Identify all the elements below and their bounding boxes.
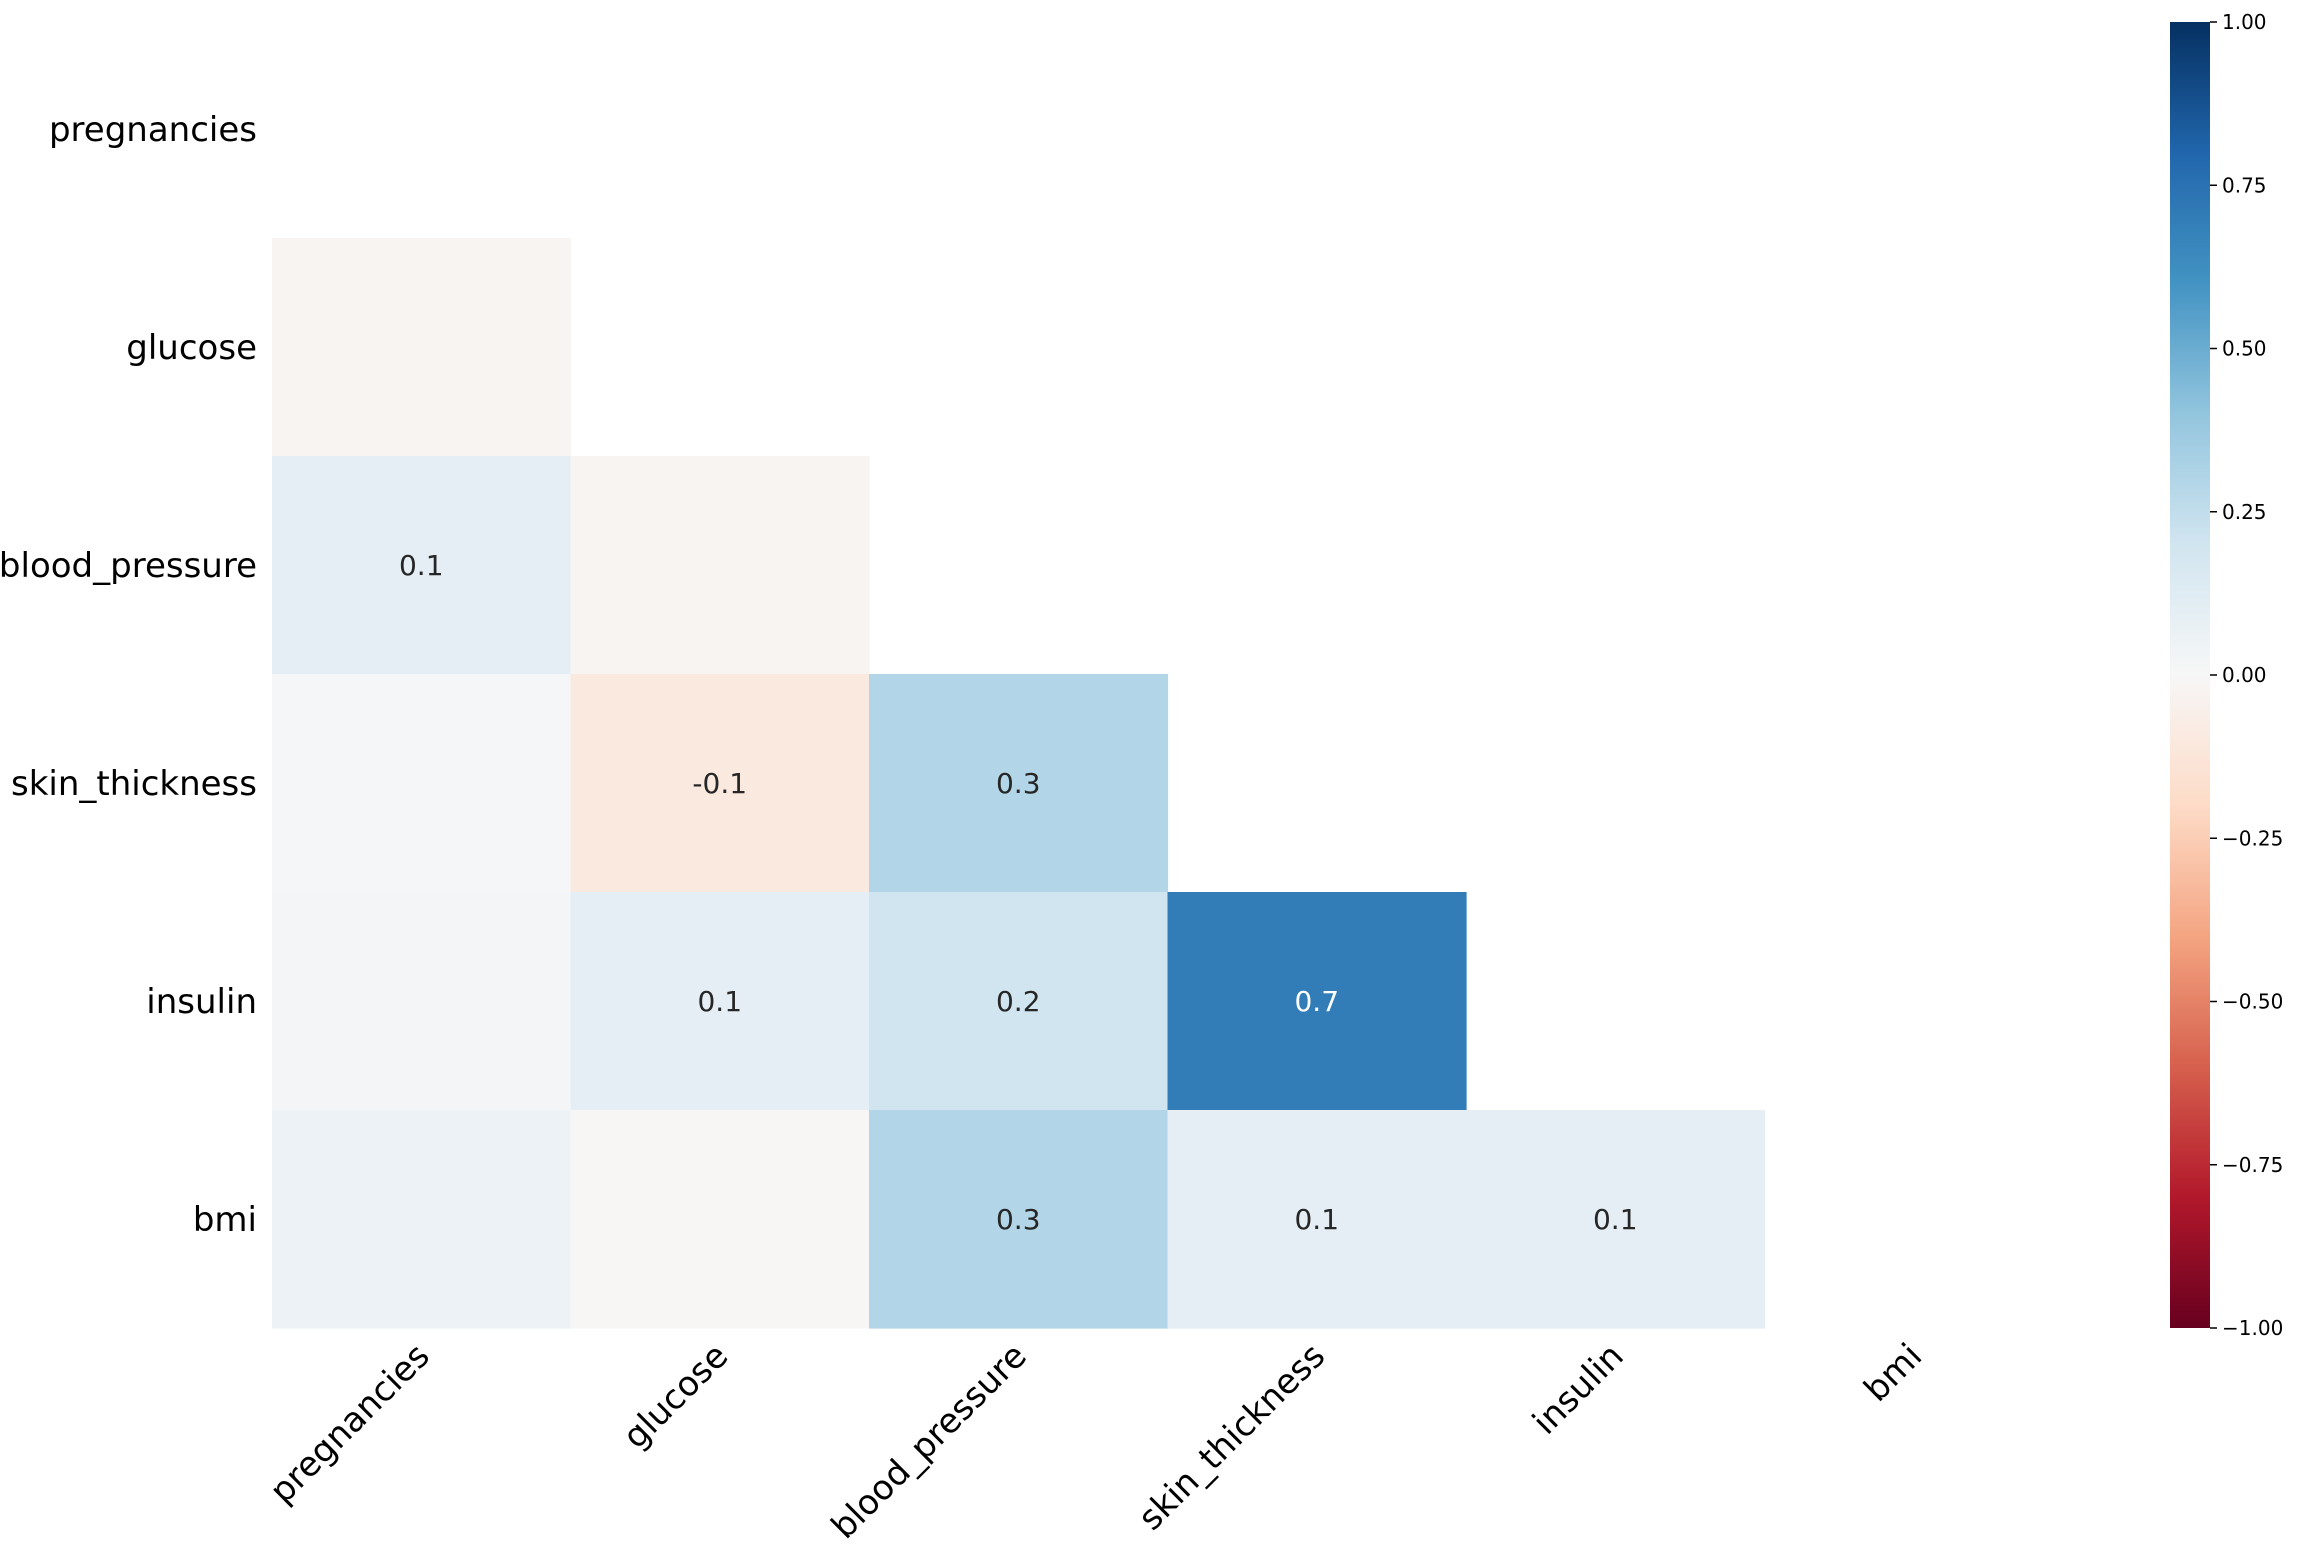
x-tick-label-bmi: bmi xyxy=(1856,1336,1930,1410)
heatmap-cell-blood_pressure-pregnancies xyxy=(272,456,572,675)
colorbar-tick-label: −0.50 xyxy=(2222,990,2283,1014)
heatmap-cell-bmi-insulin xyxy=(1466,1110,1766,1329)
y-tick-label-glucose: glucose xyxy=(126,328,257,368)
y-tick-label-pregnancies: pregnancies xyxy=(49,110,257,150)
colorbar-tick-label: 0.25 xyxy=(2222,500,2267,524)
cell-label-bmi-skin_thickness: 0.1 xyxy=(1294,1203,1339,1236)
colorbar-tick-label: −0.25 xyxy=(2222,826,2283,850)
heatmap-cell-glucose-pregnancies xyxy=(272,238,572,457)
y-tick-label-skin_thickness: skin_thickness xyxy=(11,764,257,804)
colorbar-tick-label: 1.00 xyxy=(2222,10,2267,34)
cell-label-insulin-skin_thickness: 0.7 xyxy=(1294,985,1339,1018)
colorbar-tick-label: 0.50 xyxy=(2222,337,2267,361)
heatmap-cell-insulin-glucose xyxy=(570,892,870,1111)
y-tick-label-insulin: insulin xyxy=(146,982,257,1022)
cell-label-blood_pressure-pregnancies: 0.1 xyxy=(399,549,444,582)
heatmap-cell-bmi-skin_thickness xyxy=(1167,1110,1467,1329)
cell-annotations: 0.1 -0.1 0.3 0.1 0.2 0.7 0.3 0.1 0.1 xyxy=(399,549,1638,1236)
x-tick-label-blood_pressure: blood_pressure xyxy=(824,1336,1035,1547)
heatmap-cell-skin_thickness-blood_pressure xyxy=(869,674,1169,893)
cell-label-insulin-glucose: 0.1 xyxy=(697,985,742,1018)
heatmap-cell-insulin-blood_pressure xyxy=(869,892,1169,1111)
cell-label-insulin-blood_pressure: 0.2 xyxy=(996,985,1041,1018)
x-tick-label-glucose: glucose xyxy=(615,1336,736,1457)
heatmap-cell-skin_thickness-pregnancies xyxy=(272,674,572,893)
heatmap-cells xyxy=(272,238,1766,1329)
y-tick-label-blood_pressure: blood_pressure xyxy=(0,546,257,586)
colorbar-tick-label: −1.00 xyxy=(2222,1316,2283,1340)
colorbar-tick-label: 0.75 xyxy=(2222,173,2267,197)
x-tick-label-pregnancies: pregnancies xyxy=(262,1336,437,1511)
heatmap-cell-bmi-pregnancies xyxy=(272,1110,572,1329)
heatmap-cell-blood_pressure-glucose xyxy=(570,456,870,675)
heatmap-cell-insulin-pregnancies xyxy=(272,892,572,1111)
cell-label-skin_thickness-blood_pressure: 0.3 xyxy=(996,767,1041,800)
y-axis-tick-labels: pregnancies glucose blood_pressure skin_thi… xyxy=(0,110,257,1240)
y-tick-label-bmi: bmi xyxy=(193,1200,257,1240)
x-axis-tick-labels: pregnancies glucose blood_pressure skin_thi… xyxy=(262,1336,1930,1547)
x-tick-label-insulin: insulin xyxy=(1525,1336,1632,1443)
colorbar-tick-label: 0.00 xyxy=(2222,663,2267,687)
heatmap-cell-bmi-blood_pressure xyxy=(869,1110,1169,1329)
colorbar-tick-label: −0.75 xyxy=(2222,1153,2283,1177)
cell-label-bmi-blood_pressure: 0.3 xyxy=(996,1203,1041,1236)
x-tick-label-skin_thickness: skin_thickness xyxy=(1131,1336,1333,1538)
colorbar: 1.00 0.75 0.50 0.25 0.00 −0.25 −0.50 −0.75 −1.00 xyxy=(2170,10,2283,1340)
heatmap-cell-insulin-skin_thickness xyxy=(1167,892,1467,1111)
heatmap-cell-skin_thickness-glucose xyxy=(570,674,870,893)
cell-label-bmi-insulin: 0.1 xyxy=(1593,1203,1638,1236)
heatmap-cell-bmi-glucose xyxy=(570,1110,870,1329)
colorbar-gradient xyxy=(2170,22,2210,1328)
cell-label-skin_thickness-glucose: -0.1 xyxy=(692,767,747,800)
